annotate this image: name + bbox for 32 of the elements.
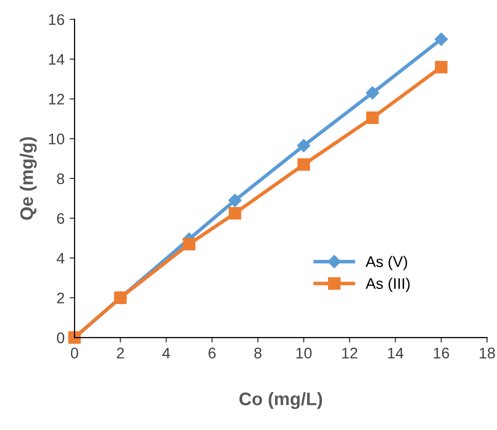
y-tick-label: 8 — [56, 173, 64, 184]
x-tick-label: 2 — [116, 348, 124, 358]
y-tick-label: 14 — [49, 54, 64, 65]
x-tick-label: 12 — [342, 348, 358, 358]
y-tick-label: 10 — [49, 134, 64, 144]
x-tick-label: 6 — [208, 348, 216, 358]
point — [434, 32, 448, 46]
x-tick-label: 16 — [434, 348, 450, 358]
point — [434, 60, 448, 74]
x-axis-title: Co (mg/L) — [239, 392, 322, 409]
y-tick-label: 6 — [57, 213, 64, 224]
point — [366, 86, 380, 100]
x-tick-label: 10 — [296, 348, 312, 358]
legend-label: As (III) — [366, 278, 410, 292]
y-tick-label: 0 — [56, 332, 64, 344]
point — [297, 158, 310, 171]
x-tick-label: 8 — [254, 348, 262, 358]
y-tick-label: 4 — [56, 253, 64, 264]
x-tick-label: 18 — [480, 348, 495, 358]
point — [366, 112, 379, 124]
legend-label: As (V) — [366, 256, 408, 270]
y-tick-label: 12 — [49, 94, 64, 104]
y-axis-title: Qe (mg/g) — [20, 137, 37, 220]
y-tick-label: 16 — [49, 14, 64, 26]
point — [297, 139, 310, 152]
point — [228, 194, 242, 207]
x-tick-label: 4 — [162, 348, 170, 358]
point — [182, 238, 196, 250]
x-tick-label: 0 — [70, 348, 78, 358]
y-tick-label: 2 — [57, 292, 64, 304]
x-tick-label: 14 — [388, 348, 404, 358]
point — [228, 207, 242, 220]
